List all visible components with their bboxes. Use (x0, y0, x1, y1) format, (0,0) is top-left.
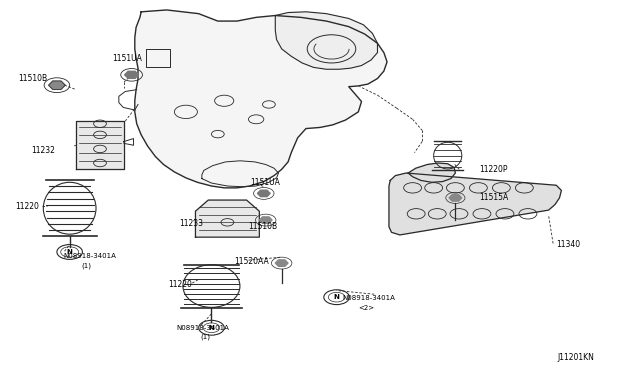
Polygon shape (275, 260, 288, 266)
Polygon shape (195, 200, 259, 237)
Text: 11510B: 11510B (19, 74, 48, 83)
Text: (1): (1) (200, 333, 211, 340)
Polygon shape (408, 163, 456, 182)
Text: N08918-3401A: N08918-3401A (63, 253, 116, 259)
Text: (1): (1) (81, 262, 91, 269)
Text: N: N (67, 249, 72, 255)
Text: 11232: 11232 (31, 146, 55, 155)
Text: N: N (333, 294, 340, 300)
Polygon shape (76, 121, 124, 169)
Text: 11520AA: 11520AA (234, 257, 269, 266)
Text: N08918-3401A: N08918-3401A (342, 295, 396, 301)
Text: N: N (209, 325, 214, 331)
Text: 1151UA: 1151UA (113, 54, 142, 62)
Polygon shape (389, 173, 561, 235)
Text: 1151UA: 1151UA (250, 178, 280, 187)
Text: 11340: 11340 (556, 240, 580, 249)
Text: 11220: 11220 (168, 280, 192, 289)
Text: 11220: 11220 (15, 202, 38, 211)
Text: 11510B: 11510B (248, 222, 278, 231)
Text: 11220P: 11220P (479, 165, 508, 174)
Text: <2>: <2> (358, 305, 374, 311)
Polygon shape (275, 12, 378, 69)
Polygon shape (257, 190, 270, 197)
Text: N08918-3401A: N08918-3401A (176, 325, 229, 331)
Text: 11233: 11233 (179, 219, 204, 228)
Polygon shape (49, 81, 65, 89)
Polygon shape (135, 10, 387, 188)
Polygon shape (259, 217, 272, 223)
Text: 11515A: 11515A (479, 193, 509, 202)
Polygon shape (125, 71, 139, 78)
Polygon shape (449, 195, 462, 201)
Text: J11201KN: J11201KN (557, 353, 595, 362)
